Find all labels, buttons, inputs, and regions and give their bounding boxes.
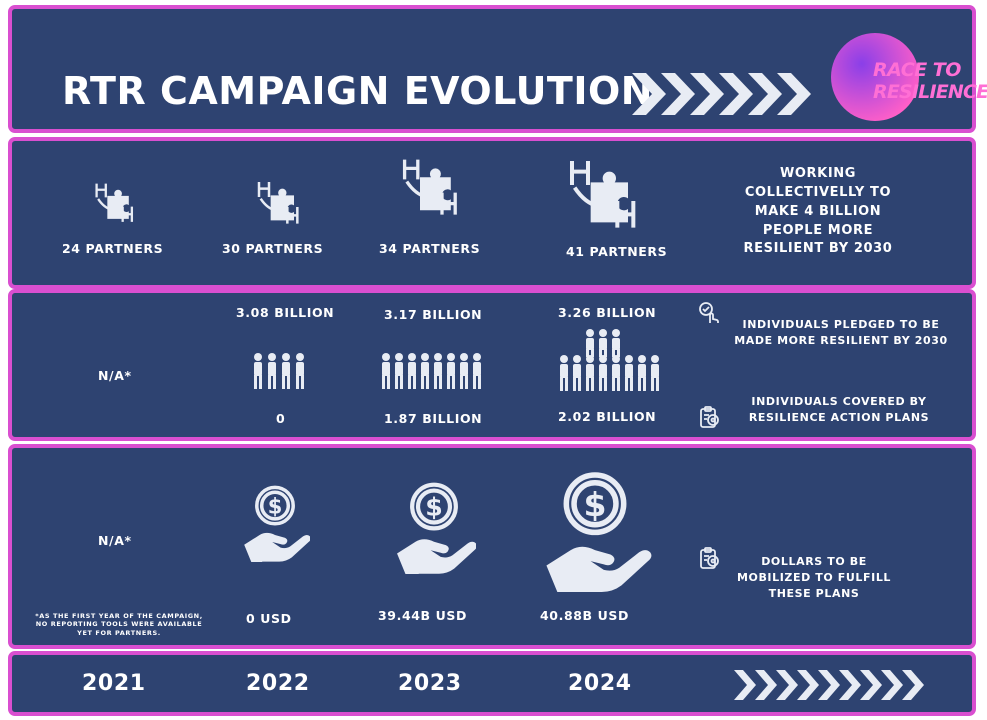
pledged-2023: 3.17 BILLION	[384, 307, 483, 322]
svg-text:$: $	[583, 485, 606, 524]
people-group-icon	[250, 351, 306, 391]
svg-text:$: $	[425, 493, 443, 522]
individuals-na-2021: N/A*	[98, 368, 132, 383]
dollars-label: DOLLARS TO BE MOBILIZED TO FULFILL THESE…	[736, 555, 892, 600]
partners-count-2024: 41 PARTNERS	[566, 244, 668, 259]
partners-count-2021: 24 PARTNERS	[62, 241, 164, 256]
people-group-icon	[378, 351, 482, 391]
pledged-2022: 3.08 BILLION	[236, 305, 335, 320]
dollars-2024: 40.88B USD	[540, 608, 629, 623]
dollars-2022: 0 USD	[246, 611, 292, 626]
puzzle-hands-icon	[92, 179, 138, 225]
puzzle-hands-icon	[564, 153, 644, 233]
target-clipboard-icon	[698, 546, 722, 570]
partners-count-2023: 34 PARTNERS	[379, 241, 481, 256]
page-title: RTR CAMPAIGN EVOLUTION	[62, 69, 654, 113]
race-to-resilience-logo: RACE TO RESILIENCE	[827, 29, 987, 124]
pledged-label: INDIVIDUALS PLEDGED TO BE MADE MORE RESI…	[734, 318, 948, 347]
partners-panel: 24 PARTNERS 30 PARTNERS 34 PARTNERS 41 P…	[8, 137, 976, 289]
logo-text-line2: RESILIENCE	[873, 81, 987, 103]
pledged-2024: 3.26 BILLION	[558, 305, 657, 320]
dollars-2023: 39.44B USD	[378, 608, 467, 623]
target-clipboard-icon	[698, 405, 722, 429]
dollars-panel: N/A* *AS THE FIRST YEAR OF THE CAMPAIGN,…	[8, 444, 976, 649]
covered-2024: 2.02 BILLION	[558, 409, 657, 424]
partners-count-2022: 30 PARTNERS	[222, 241, 324, 256]
years-panel: 2021 2022 2023 2024	[8, 651, 976, 716]
svg-text:$: $	[268, 494, 283, 518]
year-2024: 2024	[568, 671, 632, 696]
money-hand-icon: $	[240, 480, 310, 562]
covered-2022: 0	[276, 411, 286, 426]
individuals-panel: N/A* 3.08 BILLION 3.17 BILLION 3.26 BILL…	[8, 289, 976, 441]
footnote-text: *AS THE FIRST YEAR OF THE CAMPAIGN, NO R…	[35, 612, 203, 637]
dollars-na-2021: N/A*	[98, 533, 132, 548]
money-hand-icon: $	[538, 464, 652, 592]
chevrons-icon	[734, 667, 924, 703]
covered-2023: 1.87 BILLION	[384, 411, 483, 426]
header-panel: RTR CAMPAIGN EVOLUTION RACE TO R	[8, 5, 987, 133]
money-hand-icon: $	[392, 476, 476, 574]
chevrons-icon	[632, 69, 812, 119]
puzzle-hands-icon	[398, 153, 464, 219]
campaign-goal-text: WORKING COLLECTIVELLY TO MAKE 4 BILLION …	[743, 166, 893, 257]
year-2021: 2021	[82, 671, 146, 696]
puzzle-hands-icon	[254, 177, 304, 227]
year-2022: 2022	[246, 671, 310, 696]
people-group-icon	[556, 327, 660, 393]
year-2023: 2023	[398, 671, 462, 696]
covered-label: INDIVIDUALS COVERED BY RESILIENCE ACTION…	[748, 395, 930, 424]
logo-text-line1: RACE TO	[873, 59, 961, 81]
hand-pointer-icon	[698, 301, 722, 325]
